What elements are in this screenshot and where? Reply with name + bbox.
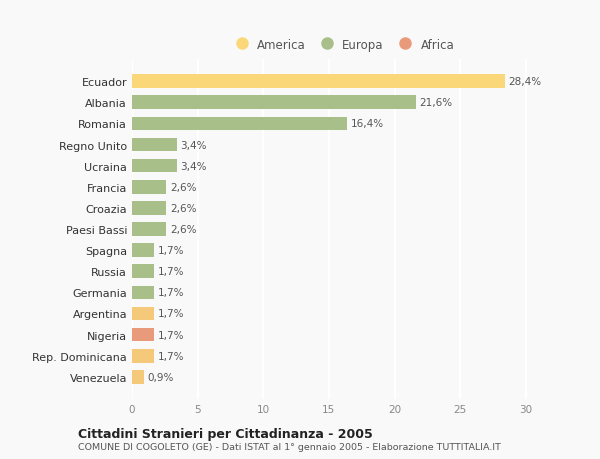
Text: 16,4%: 16,4%	[351, 119, 385, 129]
Bar	[132, 307, 154, 321]
Text: 2,6%: 2,6%	[170, 182, 197, 192]
Legend: America, Europa, Africa: America, Europa, Africa	[226, 35, 458, 55]
Text: 0,9%: 0,9%	[148, 372, 174, 382]
Bar	[132, 117, 347, 131]
Text: 1,7%: 1,7%	[158, 351, 185, 361]
Bar	[132, 328, 154, 342]
Bar	[132, 75, 505, 89]
Bar	[132, 265, 154, 279]
Text: Cittadini Stranieri per Cittadinanza - 2005: Cittadini Stranieri per Cittadinanza - 2…	[78, 427, 373, 440]
Bar	[132, 138, 176, 152]
Bar	[132, 223, 166, 236]
Text: 1,7%: 1,7%	[158, 309, 185, 319]
Text: 28,4%: 28,4%	[509, 77, 542, 87]
Bar	[132, 96, 415, 110]
Text: 1,7%: 1,7%	[158, 246, 185, 256]
Text: COMUNE DI COGOLETO (GE) - Dati ISTAT al 1° gennaio 2005 - Elaborazione TUTTITALI: COMUNE DI COGOLETO (GE) - Dati ISTAT al …	[78, 442, 501, 451]
Bar	[132, 180, 166, 194]
Text: 3,4%: 3,4%	[181, 161, 207, 171]
Bar	[132, 349, 154, 363]
Text: 21,6%: 21,6%	[419, 98, 452, 108]
Bar	[132, 286, 154, 300]
Bar	[132, 370, 144, 384]
Bar	[132, 159, 176, 173]
Text: 2,6%: 2,6%	[170, 224, 197, 235]
Text: 3,4%: 3,4%	[181, 140, 207, 150]
Bar	[132, 244, 154, 257]
Text: 1,7%: 1,7%	[158, 330, 185, 340]
Text: 1,7%: 1,7%	[158, 288, 185, 298]
Text: 2,6%: 2,6%	[170, 203, 197, 213]
Text: 1,7%: 1,7%	[158, 267, 185, 277]
Bar	[132, 202, 166, 215]
